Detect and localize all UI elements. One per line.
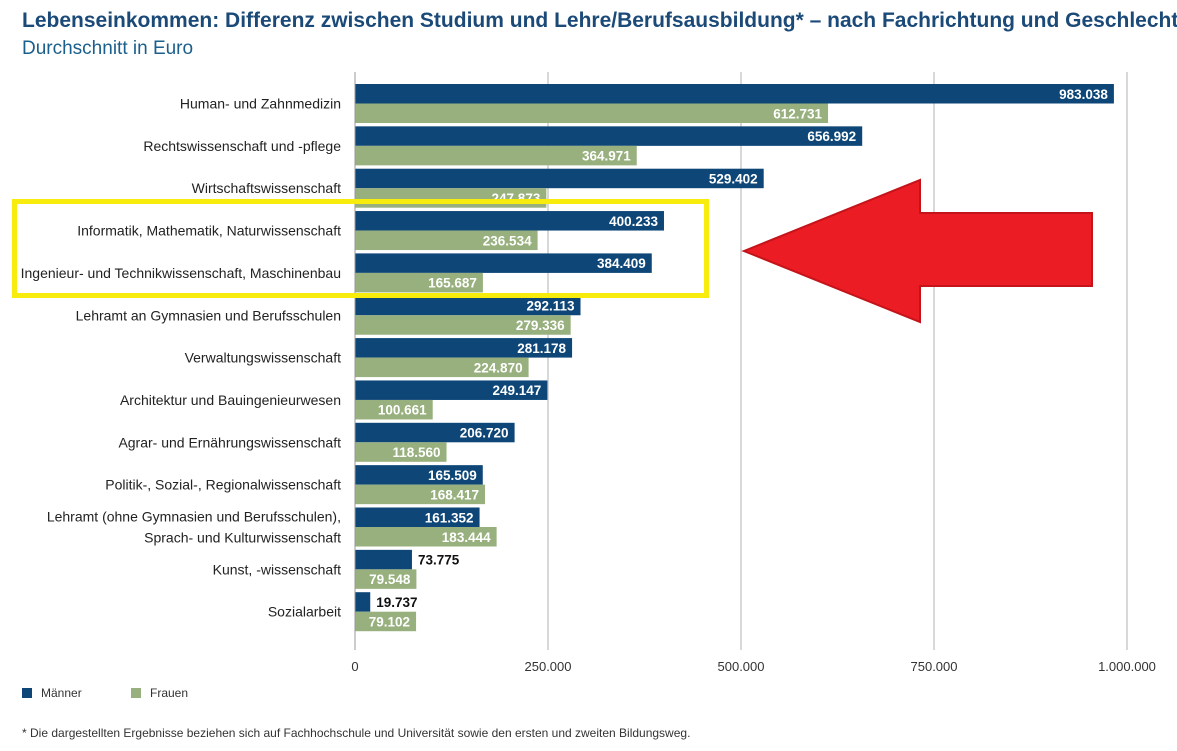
data-label: 79.102	[369, 614, 410, 629]
legend-men-swatch	[22, 688, 32, 698]
bar-women	[355, 484, 486, 505]
bar-men	[355, 168, 764, 189]
x-tick-label: 750.000	[911, 659, 958, 674]
bar-women	[355, 399, 433, 420]
chart-title: Lebenseinkommen: Differenz zwischen Stud…	[22, 9, 1177, 32]
data-label: 165.687	[428, 276, 477, 291]
category-label: Architektur und Bauingenieurwesen	[120, 392, 341, 408]
data-label: 224.870	[474, 360, 523, 375]
data-label: 161.352	[425, 510, 474, 525]
bar-women	[355, 103, 829, 123]
x-tick-label: 500.000	[718, 659, 765, 674]
bar-men	[355, 422, 515, 443]
data-label: 118.560	[392, 445, 440, 460]
bar-women	[355, 272, 483, 293]
category-label: Rechtswissenschaft und -pflege	[143, 138, 341, 154]
bar-women	[355, 230, 538, 251]
bar-men	[355, 295, 581, 316]
data-label: 281.178	[517, 341, 566, 356]
category-label: Politik-, Sozial-, Regionalwissenschaft	[105, 477, 341, 493]
chart-subtitle: Durchschnitt in Euro	[22, 38, 194, 59]
red-arrow-icon	[741, 178, 1093, 324]
category-label: Sozialarbeit	[268, 604, 341, 620]
bar-men	[355, 84, 1114, 104]
data-label: 73.775	[418, 553, 460, 568]
data-label: 168.417	[430, 487, 479, 502]
category-label: Lehramt (ohne Gymnasien und Berufsschule…	[47, 509, 341, 525]
bar-men	[355, 126, 863, 146]
x-tick-label: 250.000	[525, 659, 572, 674]
bar-women	[355, 145, 637, 166]
data-label: 165.509	[428, 468, 477, 483]
data-label: 612.731	[773, 106, 822, 121]
data-label: 100.661	[378, 403, 427, 418]
bar-men	[355, 253, 652, 273]
bar-women	[355, 357, 529, 378]
data-label: 279.336	[516, 318, 565, 333]
legend-women-swatch	[131, 688, 141, 698]
bar-men	[355, 338, 573, 358]
data-label: 656.992	[807, 129, 856, 144]
legend-men: Männer	[22, 686, 82, 700]
x-tick-label: 1.000.000	[1098, 659, 1156, 674]
bar-men	[355, 465, 483, 485]
data-label: 384.409	[597, 256, 646, 271]
category-label: Wirtschaftswissenschaft	[192, 180, 341, 196]
data-label: 19.737	[376, 595, 417, 610]
legend-women-label: Frauen	[150, 686, 189, 700]
bar-women	[355, 527, 497, 547]
category-label: Kunst, -wissenschaft	[213, 561, 341, 577]
highlight-box	[12, 199, 709, 298]
data-label: 183.444	[442, 530, 491, 545]
legend-men-label: Männer	[41, 686, 82, 700]
category-label: Agrar- und Ernährungswissenschaft	[118, 434, 341, 450]
bar-women	[355, 569, 417, 589]
data-label: 529.402	[709, 171, 758, 186]
data-label: 983.038	[1059, 87, 1108, 102]
bar-women	[355, 315, 571, 335]
bar-men	[355, 211, 664, 231]
x-tick-label: 0	[351, 659, 358, 674]
category-label: Informatik, Mathematik, Naturwissenschaf…	[77, 223, 341, 239]
category-label: Verwaltungswissenschaft	[185, 350, 342, 366]
data-label: 249.147	[493, 383, 542, 398]
bar-women	[355, 611, 417, 632]
data-label: 206.720	[460, 426, 509, 441]
bar-men	[355, 549, 412, 570]
data-label: 79.548	[369, 572, 411, 587]
footnote: * Die dargestellten Ergebnisse beziehen …	[22, 726, 691, 740]
data-label: 236.534	[483, 233, 532, 248]
legend-women: Frauen	[131, 686, 188, 700]
bar-men	[355, 507, 480, 527]
data-label: 364.971	[582, 149, 631, 164]
category-label: Ingenieur- und Technikwissenschaft, Masc…	[21, 265, 341, 281]
category-label: Sprach- und Kulturwissenschaft	[144, 530, 341, 546]
category-label: Human- und Zahnmedizin	[180, 96, 341, 112]
category-label: Lehramt an Gymnasien und Berufsschulen	[76, 307, 341, 323]
bar-men	[355, 592, 371, 612]
bar-women	[355, 442, 447, 462]
data-label: 400.233	[609, 214, 658, 229]
bar-men	[355, 380, 548, 400]
data-label: 292.113	[526, 299, 575, 314]
